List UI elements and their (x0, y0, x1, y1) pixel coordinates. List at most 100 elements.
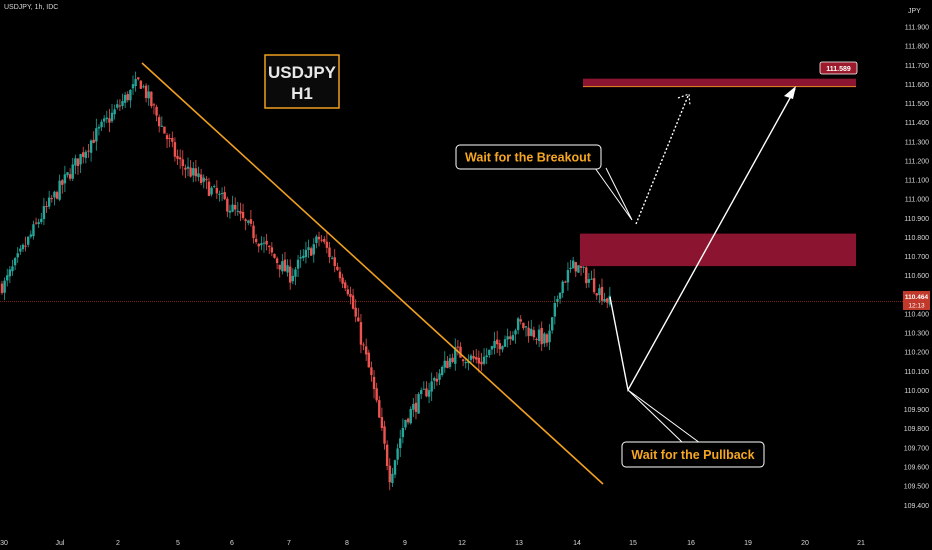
pullback-pointer (627, 389, 701, 444)
candle-body (68, 174, 72, 179)
x-tick-label: 14 (573, 540, 581, 547)
candle-body (118, 105, 122, 107)
candle-body (587, 279, 591, 283)
candle-body (467, 361, 470, 364)
candle-body (341, 277, 344, 284)
candle-body (330, 257, 334, 259)
candle-body (592, 278, 596, 293)
candle-body (247, 220, 250, 223)
candle-body (378, 400, 381, 418)
candle-body (283, 259, 287, 272)
candle-body (482, 356, 486, 364)
candle-body (66, 172, 69, 176)
candle-body (451, 357, 454, 362)
candle-body (333, 257, 336, 267)
candle-body (42, 206, 46, 220)
candle-body (123, 94, 127, 103)
y-tick-label: 111.400 (905, 120, 929, 127)
candle-body (603, 299, 606, 302)
candle-body (189, 167, 192, 177)
candle-body (82, 152, 85, 157)
breakout-callout: Wait for the Breakout (455, 144, 602, 170)
candle-body (370, 367, 373, 376)
candle-body (137, 77, 140, 80)
candle-body (480, 361, 483, 365)
candle-body (412, 404, 415, 410)
candle-body (393, 460, 397, 475)
candle-body (168, 138, 171, 140)
candle-body (302, 255, 305, 258)
candle-body (192, 168, 195, 176)
candle-body (558, 292, 562, 299)
candle-body (296, 259, 300, 269)
x-tick-label: 15 (629, 540, 637, 547)
candle-body (213, 186, 216, 188)
candle-body (399, 438, 402, 448)
candle-body (472, 355, 475, 359)
x-tick-label: 7 (287, 540, 291, 547)
candle-body (351, 295, 355, 309)
resistance-zone (580, 233, 856, 267)
candle-body (524, 326, 528, 328)
candle-body (289, 266, 292, 283)
candle-body (548, 330, 551, 343)
candle-body (435, 378, 439, 382)
candle-body (461, 359, 465, 362)
target-price-box (819, 61, 858, 75)
candle-body (207, 181, 211, 196)
candle-body (417, 394, 420, 414)
x-tick-label: 6 (230, 540, 234, 547)
x-tick-label: 13 (515, 540, 523, 547)
overlay-layer (0, 62, 903, 485)
candle-body (142, 86, 145, 88)
candle-body (275, 258, 279, 264)
candle-body (372, 376, 376, 389)
candle-body (385, 444, 389, 466)
candle-body (600, 286, 604, 301)
candle-body (63, 174, 67, 184)
candle-body (401, 427, 405, 438)
candle-body (294, 269, 297, 277)
candle-body (47, 197, 51, 207)
candle-body (226, 198, 229, 212)
y-tick-label: 110.300 (904, 331, 929, 338)
y-tick-label: 110.600 (904, 273, 929, 280)
candle-body (344, 282, 347, 289)
candle-body (87, 150, 90, 152)
candle-body (551, 317, 554, 331)
candle-body (383, 426, 386, 444)
target-price-text: 111.589 (826, 66, 851, 73)
candle-body (349, 293, 352, 297)
time-axis: 30 Jul 2 5 6 7 8 9 12 13 14 15 16 19 20 21 (0, 540, 865, 547)
candle-body (281, 261, 284, 272)
candle-body (336, 266, 339, 270)
up-arrow-head-icon (784, 86, 796, 99)
candle-body (273, 253, 276, 258)
y-tick-label: 110.100 (904, 369, 929, 376)
x-tick-label: 20 (801, 540, 809, 547)
candle-body (3, 280, 6, 293)
candle-body (210, 187, 213, 195)
candle-body (194, 168, 198, 177)
x-tick-label: 16 (687, 540, 695, 547)
candle-body (278, 264, 281, 270)
candle-body (92, 139, 95, 143)
candle-body (205, 179, 208, 181)
x-tick-label: 12 (458, 540, 466, 547)
candle-body (425, 388, 428, 397)
candle-body (380, 417, 384, 428)
candle-body (598, 288, 601, 296)
candle-body (325, 241, 329, 248)
candle-body (45, 206, 48, 208)
target-price-label: 111.589 (819, 61, 858, 75)
candle-body (270, 247, 274, 253)
candle-body (359, 322, 363, 345)
candle-body (485, 355, 488, 357)
candle-body (152, 104, 156, 106)
candle-body (438, 373, 441, 380)
candle-body (257, 243, 260, 247)
candle-body (113, 109, 116, 115)
candle-body (144, 85, 148, 99)
current-price-text: 110.464 (905, 294, 929, 301)
